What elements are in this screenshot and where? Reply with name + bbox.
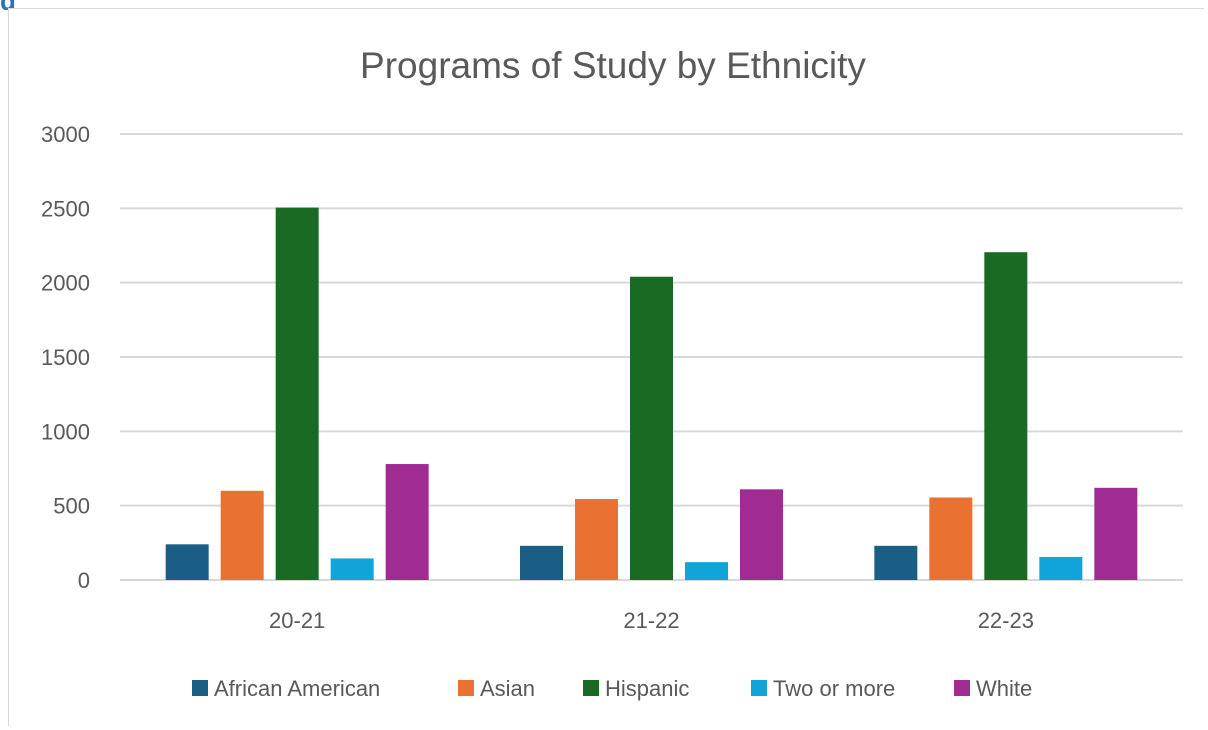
bar-african-american-22-23 (874, 545, 918, 580)
legend-swatch (954, 680, 970, 696)
bar-african-american-20-21 (165, 544, 209, 580)
bar-two-or-more-22-23 (1039, 556, 1083, 580)
legend-label: Hispanic (605, 676, 689, 701)
page-heading-fragment: g (0, 0, 22, 10)
legend-swatch (583, 680, 599, 696)
y-tick-label: 2000 (41, 271, 90, 296)
chart-title: Programs of Study by Ethnicity (360, 45, 866, 86)
legend-label: Asian (480, 676, 535, 701)
y-tick-label: 3000 (41, 122, 90, 147)
y-tick-label: 0 (78, 568, 90, 593)
bar-asian-20-21 (220, 490, 264, 580)
y-tick-label: 1500 (41, 345, 90, 370)
bar-white-22-23 (1094, 487, 1138, 580)
bar-african-american-21-22 (520, 545, 563, 580)
legend-label: African American (214, 676, 380, 701)
x-tick-label: 20-21 (269, 608, 325, 633)
legend-swatch (751, 680, 767, 696)
x-axis-ticks: 20-21 21-22 22-23 (269, 608, 1034, 633)
bar-asian-21-22 (575, 498, 618, 580)
legend-label: White (976, 676, 1032, 701)
bar-hispanic-22-23 (984, 252, 1028, 580)
bar-white-21-22 (740, 489, 783, 580)
bars (165, 207, 1138, 580)
legend: African American Asian Hispanic Two or more… (192, 676, 1032, 701)
y-tick-label: 1000 (41, 419, 90, 444)
y-tick-label: 2500 (41, 196, 90, 221)
x-tick-label: 21-22 (623, 608, 679, 633)
bar-two-or-more-21-22 (685, 562, 728, 580)
bar-hispanic-20-21 (275, 207, 319, 580)
bar-asian-22-23 (929, 497, 973, 580)
bar-two-or-more-20-21 (330, 558, 374, 580)
y-axis-ticks: 0 500 1000 1500 2000 2500 3000 (41, 122, 90, 593)
legend-swatch (192, 680, 208, 696)
legend-label: Two or more (773, 676, 895, 701)
x-tick-label: 22-23 (978, 608, 1034, 633)
y-tick-label: 500 (53, 494, 90, 519)
bar-white-20-21 (385, 464, 429, 580)
legend-swatch (458, 680, 474, 696)
bar-hispanic-21-22 (630, 276, 673, 580)
